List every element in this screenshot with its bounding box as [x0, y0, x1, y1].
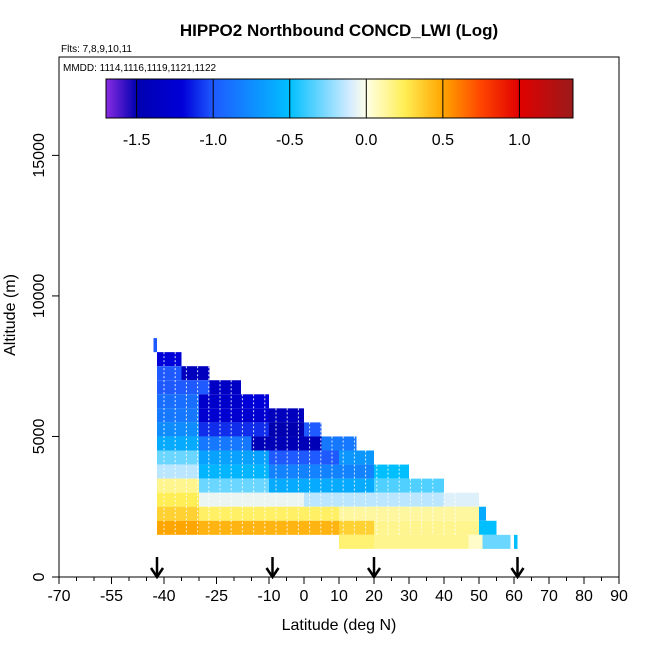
heatmap-cell: [157, 464, 199, 479]
heatmap-cell: [468, 534, 483, 549]
x-tick-label: 60: [505, 588, 523, 605]
heatmap-cell: [304, 422, 322, 437]
heatmap-cell: [321, 436, 357, 451]
colorbar-tick-label: 0.5: [432, 132, 454, 149]
heatmap-cell: [241, 394, 269, 409]
heatmap-cell: [374, 464, 409, 479]
x-tick-label: 30: [400, 588, 418, 605]
heatmap-cell: [479, 520, 497, 535]
y-tick-label: 5000: [31, 419, 48, 455]
heatmap-cell: [304, 492, 444, 507]
x-tick-label: -70: [47, 588, 70, 605]
heatmap-cell: [444, 492, 479, 507]
x-tick-label: 50: [470, 588, 488, 605]
heatmap-cell: [157, 366, 182, 381]
heatmap-cell: [157, 394, 199, 409]
colorbar-tick-label: -0.5: [276, 132, 304, 149]
heatmap-cell: [157, 422, 199, 437]
x-tick-label: -10: [257, 588, 280, 605]
heatmap-cell: [157, 450, 199, 465]
heatmap-cell: [269, 422, 304, 437]
heatmap-cell: [374, 520, 479, 535]
heatmap-cell: [157, 436, 199, 451]
heatmap-cell: [269, 464, 374, 479]
heatmap-cell: [181, 366, 210, 381]
heatmap-cell: [199, 422, 269, 437]
flight-marker-arrow-icon: [510, 567, 525, 580]
heatmap-cell: [199, 506, 339, 521]
heatmap-cell: [199, 520, 339, 535]
colorbar-tick-label: -1.0: [199, 132, 227, 149]
heatmap-cell: [199, 492, 304, 507]
flight-markers: [149, 557, 525, 580]
heatmap-cell: [199, 450, 269, 465]
y-tick-label: 15000: [31, 133, 48, 178]
y-axis: 0 5000 10000 15000: [31, 133, 59, 581]
heatmap-cell: [199, 478, 269, 493]
x-tick-label: 80: [575, 588, 593, 605]
heatmap-cell: [339, 534, 374, 549]
y-tick-label: 10000: [31, 274, 48, 319]
flights-label: Flts: 7,8,9,10,11: [61, 44, 132, 55]
heatmap-cell: [199, 408, 269, 423]
heatmap-cell: [157, 492, 199, 507]
heatmap-cell: [269, 478, 374, 493]
colorbar-ticks: -1.5 -1.0 -0.5 0.0 0.5 1.0: [123, 79, 531, 149]
flight-marker-arrow-icon: [265, 567, 280, 580]
heatmap-cell: [339, 450, 374, 465]
heatmap-cell: [199, 464, 269, 479]
heatmap-cell: [339, 506, 479, 521]
heatmap-cell: [157, 380, 210, 395]
x-axis-label: Latitude (deg N): [282, 617, 397, 634]
x-tick-label: 20: [365, 588, 383, 605]
x-tick-label: 90: [610, 588, 628, 605]
heatmap-cell: [157, 506, 199, 521]
heatmap-cell: [374, 534, 469, 549]
heatmap-cell: [482, 534, 511, 549]
x-tick-label: 70: [540, 588, 558, 605]
heatmap-cell: [269, 450, 339, 465]
flight-marker-arrow-icon: [149, 567, 165, 580]
x-tick-label: -25: [205, 588, 228, 605]
heatmap-cell: [479, 506, 486, 521]
x-tick-label: 0: [300, 588, 309, 605]
heatmap-cell: [374, 478, 444, 493]
dates-label: MMDD: 1114,1116,1119,1121,1122: [63, 63, 217, 74]
colorbar-tick-label: -1.5: [123, 132, 151, 149]
y-axis-label: Altitude (m): [2, 274, 19, 356]
chart-title: HIPPO2 Northbound CONCD_LWI (Log): [180, 21, 498, 40]
heatmap-cell: [157, 352, 182, 367]
flight-marker-arrow-icon: [366, 567, 382, 580]
x-tick-label: 10: [330, 588, 348, 605]
colorbar: -1.5 -1.0 -0.5 0.0 0.5 1.0: [105, 78, 574, 149]
heatmap-cell: [339, 520, 374, 535]
heatmap-cell: [199, 436, 252, 451]
heatmap-cell: [157, 520, 199, 535]
data-gap-stripes: [163, 352, 456, 535]
colorbar-gradient: [105, 78, 574, 119]
heatmap-cell: [157, 478, 199, 493]
colorbar-tick-label: 0.0: [355, 132, 377, 149]
heatmap-cell: [251, 436, 322, 451]
y-tick-label: 0: [31, 572, 48, 581]
x-axis: -70 -55 -40 -25 -10 0 10 20 30 40 50 60 70 80 90: [47, 577, 628, 605]
colorbar-tick-label: 1.0: [508, 132, 530, 149]
heatmap-cell: [157, 408, 199, 423]
x-tick-label: -55: [100, 588, 123, 605]
x-tick-label: -40: [152, 588, 175, 605]
heatmap-cell: [209, 380, 241, 395]
heatmap-cells: [153, 338, 518, 549]
heatmap-cell: [514, 534, 518, 549]
x-tick-label: 40: [435, 588, 453, 605]
heatmap-cell: [269, 408, 304, 423]
heatmap-cell: [153, 338, 157, 353]
